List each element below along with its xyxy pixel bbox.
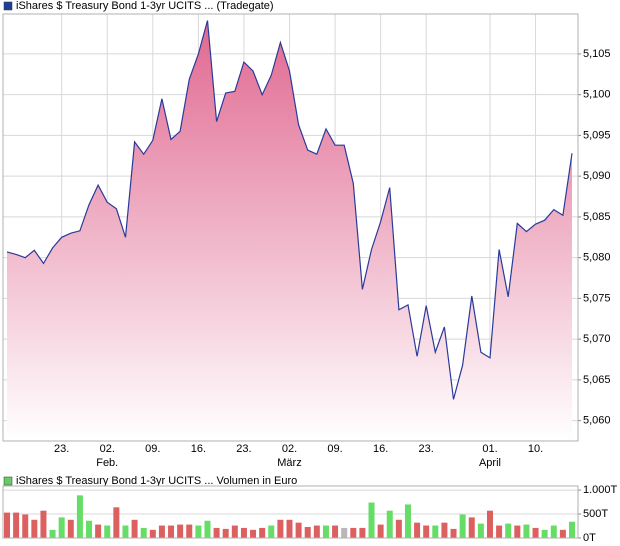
legend-swatch <box>3 1 13 11</box>
volume-bar <box>268 525 275 538</box>
legend-swatch <box>3 476 13 486</box>
volume-bar <box>204 520 211 538</box>
volume-bar <box>359 527 366 538</box>
volume-bar <box>559 529 566 538</box>
volume-bar <box>158 525 165 538</box>
volume-bar <box>523 524 530 538</box>
volume-bar <box>350 527 357 538</box>
x-tick-label: 10. <box>528 443 543 455</box>
volume-bar <box>168 525 175 538</box>
y-tick-label: 1.000T <box>583 484 618 496</box>
x-tick-label: 09. <box>327 443 342 455</box>
y-tick-label: 0T <box>583 532 596 544</box>
volume-bar <box>58 517 65 538</box>
volume-bar <box>404 504 411 538</box>
volume-bar <box>550 525 557 538</box>
volume-bar <box>13 512 20 538</box>
y-tick-label: 5,095 <box>583 129 611 141</box>
volume-bar <box>222 528 229 538</box>
volume-bar <box>4 512 10 538</box>
volume-bar <box>76 495 83 538</box>
x-tick-label: 02. <box>100 443 115 455</box>
volume-bar <box>186 524 193 538</box>
x-tick-label: 09. <box>145 443 160 455</box>
volume-bar <box>386 510 393 538</box>
x-tick-label: 23. <box>419 443 434 455</box>
volume-bar <box>332 525 339 538</box>
y-tick-label: 500T <box>583 508 608 520</box>
volume-bar <box>432 525 439 538</box>
volume-bar <box>313 525 320 538</box>
x-tick-label: 01. <box>482 443 497 455</box>
volume-bar <box>40 510 47 538</box>
price-line <box>6 20 573 400</box>
volume-bar <box>131 519 138 538</box>
volume-bar <box>541 529 548 538</box>
volume-bar <box>22 514 29 538</box>
volume-bar <box>423 525 430 538</box>
volume-bar <box>322 525 329 538</box>
volume-bar <box>304 526 311 538</box>
volume-bar <box>377 524 384 538</box>
x-tick-label: 02. <box>282 443 297 455</box>
volume-bar <box>468 517 475 538</box>
volume-bar <box>341 527 348 538</box>
volume-bar <box>569 521 575 538</box>
legend-title: iShares $ Treasury Bond 1-3yr UCITS ... … <box>16 0 274 12</box>
y-tick-label: 5,080 <box>583 252 611 264</box>
volume-bar <box>496 525 503 538</box>
volume-bar <box>477 523 484 538</box>
x-tick-label: 23. <box>54 443 69 455</box>
volume-bar <box>177 524 184 538</box>
y-tick-label: 5,085 <box>583 211 611 223</box>
area-fill <box>7 20 572 441</box>
y-tick-label: 5,090 <box>583 170 611 182</box>
volume-bar <box>295 522 302 538</box>
x-month-label: April <box>479 457 501 469</box>
volume-bar <box>441 522 448 538</box>
y-tick-label: 5,100 <box>583 89 611 101</box>
volume-bar <box>514 525 521 538</box>
y-tick-label: 5,070 <box>583 333 611 345</box>
volume-bar <box>250 529 257 538</box>
volume-bar <box>286 519 293 538</box>
x-tick-label: 23. <box>236 443 251 455</box>
volume-bar <box>113 507 120 538</box>
volume-bar <box>213 527 220 538</box>
y-tick-label: 5,060 <box>583 415 611 427</box>
volume-bar <box>49 529 56 538</box>
volume-bar <box>240 527 247 538</box>
volume-bar <box>450 528 457 538</box>
volume-bar <box>95 524 102 538</box>
legend-title: iShares $ Treasury Bond 1-3yr UCITS ... … <box>16 475 297 487</box>
volume-bar <box>231 525 238 538</box>
volume-bar <box>532 527 539 538</box>
y-tick-label: 5,065 <box>583 374 611 386</box>
volume-bar <box>149 529 156 538</box>
volume-bar <box>195 525 202 538</box>
volume-bar <box>86 520 93 538</box>
y-tick-label: 5,105 <box>583 48 611 60</box>
volume-bar <box>122 525 129 538</box>
y-tick-label: 5,075 <box>583 292 611 304</box>
volume-bar <box>104 525 111 538</box>
x-month-label: März <box>277 457 301 469</box>
volume-bar <box>368 502 375 538</box>
volume-bar <box>31 519 38 538</box>
volume-bar <box>67 519 74 538</box>
volume-bar <box>259 527 266 538</box>
volume-bar <box>486 510 493 538</box>
volume-bar <box>140 527 147 538</box>
x-tick-label: 16. <box>373 443 388 455</box>
volume-bar <box>505 523 512 538</box>
volume-bar <box>414 522 421 538</box>
volume-bar <box>277 519 284 538</box>
x-tick-label: 16. <box>191 443 206 455</box>
plot-frame <box>2 13 579 442</box>
volume-bar <box>459 514 466 538</box>
x-month-label: Feb. <box>96 457 118 469</box>
volume-bar <box>395 519 402 538</box>
plot-frame <box>2 485 579 539</box>
